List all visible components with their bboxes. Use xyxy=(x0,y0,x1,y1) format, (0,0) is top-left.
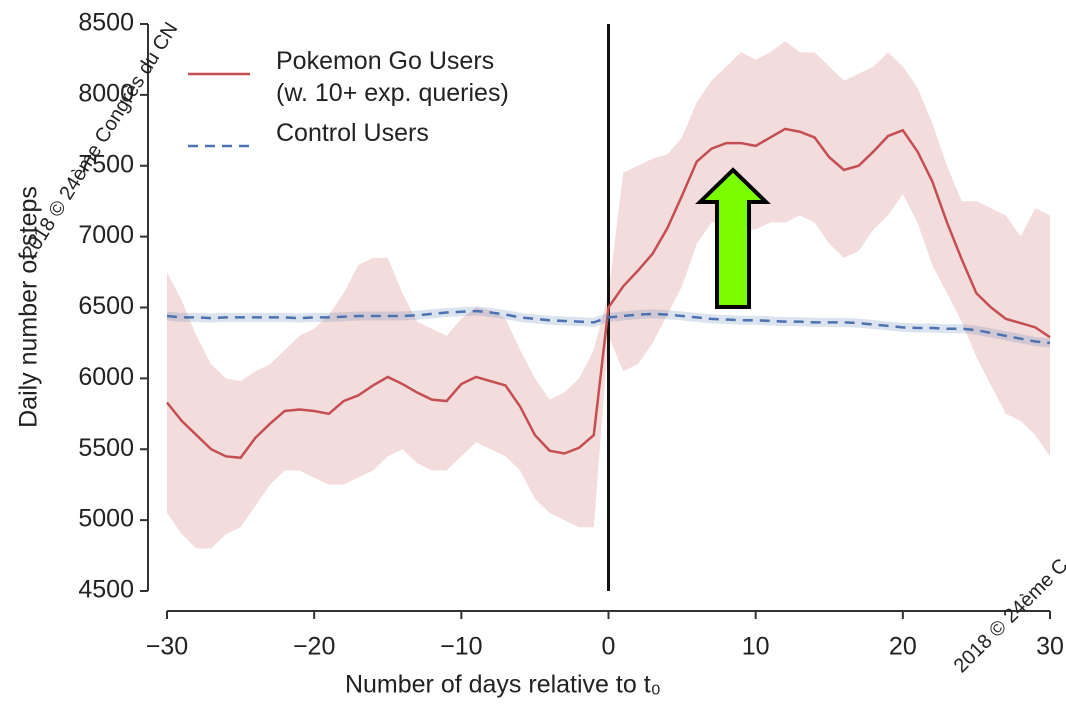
legend-label: Pokemon Go Users (w. 10+ exp. queries) xyxy=(276,47,509,107)
y-tick-label: 8500 xyxy=(78,9,134,37)
x-tick-label: 0 xyxy=(602,633,616,661)
x-tick-label: 20 xyxy=(889,633,917,661)
legend-line: Pokemon Go Users xyxy=(276,47,494,75)
y-tick-label: 5500 xyxy=(78,434,134,462)
y-tick-label: 7000 xyxy=(78,221,134,249)
y-axis-label: Daily number of steps xyxy=(15,186,43,428)
line xyxy=(166,127,1051,460)
legend-line: (w. 10+ exp. queries) xyxy=(276,79,509,107)
highlight-arrow xyxy=(695,167,771,309)
x-tick-label: −20 xyxy=(293,633,335,661)
y-tick-label: 6500 xyxy=(78,292,134,320)
x-axis-label: Number of days relative to t₀ xyxy=(345,671,661,699)
legend-line: Control Users xyxy=(276,119,429,147)
x-tick-label: 30 xyxy=(1036,633,1064,661)
x-tick-label: −30 xyxy=(146,633,188,661)
y-tick-label: 5000 xyxy=(78,505,134,533)
y-tick-label: 8000 xyxy=(78,79,134,107)
line xyxy=(166,309,1051,345)
y-tick-label: 6000 xyxy=(78,363,134,391)
y-tick-label: 7500 xyxy=(78,150,134,178)
x-tick-label: 10 xyxy=(742,633,770,661)
x-tick-label: −10 xyxy=(440,633,482,661)
legend-label: Control Users xyxy=(276,119,429,147)
y-tick-label: 4500 xyxy=(78,576,134,604)
